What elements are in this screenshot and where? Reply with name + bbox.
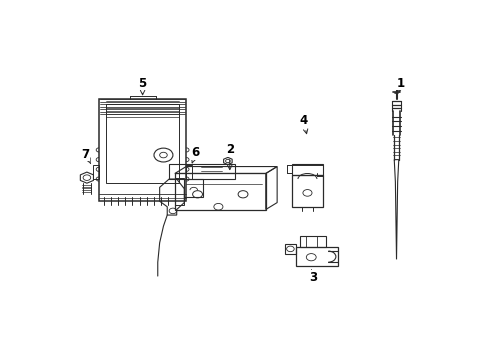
Bar (186, 165, 191, 179)
Bar (169, 164, 235, 179)
Bar (292, 164, 322, 175)
Bar (292, 175, 322, 207)
Text: 7: 7 (81, 148, 90, 164)
Bar (299, 236, 325, 247)
Text: 1: 1 (395, 77, 404, 92)
Bar (93, 165, 99, 179)
Text: 6: 6 (191, 146, 200, 163)
Bar (184, 179, 203, 197)
Text: 2: 2 (225, 143, 233, 170)
Text: 5: 5 (138, 77, 146, 95)
Bar (175, 174, 265, 210)
Text: 4: 4 (299, 114, 307, 134)
Bar (105, 104, 179, 183)
Text: 3: 3 (308, 270, 317, 284)
Bar (296, 247, 337, 266)
Bar (99, 99, 186, 201)
Bar (175, 177, 184, 205)
